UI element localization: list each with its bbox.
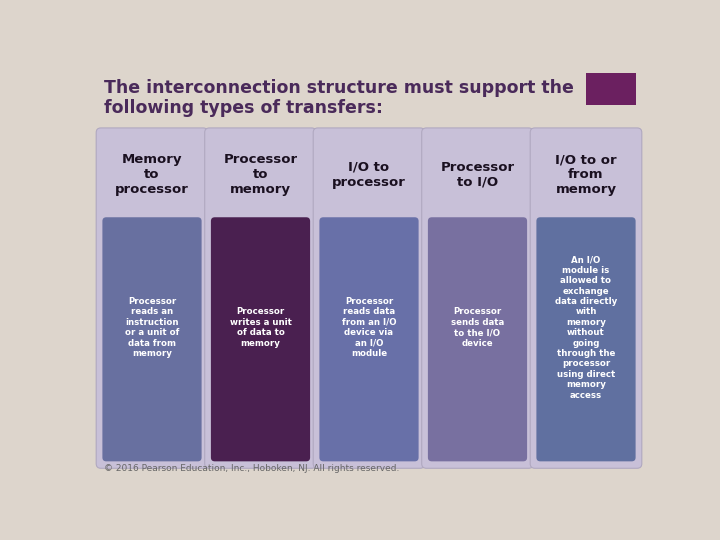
FancyBboxPatch shape (211, 217, 310, 461)
Text: Processor
reads an
instruction
or a unit of
data from
memory: Processor reads an instruction or a unit… (125, 297, 179, 358)
Text: Processor
to I/O: Processor to I/O (441, 161, 515, 189)
Text: The interconnection structure must support the
following types of transfers:: The interconnection structure must suppo… (104, 79, 574, 118)
FancyBboxPatch shape (204, 128, 316, 468)
Text: I/O to
processor: I/O to processor (332, 161, 406, 189)
Text: © 2016 Pearson Education, Inc., Hoboken, NJ. All rights reserved.: © 2016 Pearson Education, Inc., Hoboken,… (104, 464, 400, 473)
Text: Processor
reads data
from an I/O
device via
an I/O
module: Processor reads data from an I/O device … (342, 297, 396, 358)
Text: Processor
sends data
to the I/O
device: Processor sends data to the I/O device (451, 307, 504, 348)
Text: Memory
to
processor: Memory to processor (115, 153, 189, 197)
FancyBboxPatch shape (422, 128, 534, 468)
Text: Processor
to
memory: Processor to memory (223, 153, 297, 197)
FancyBboxPatch shape (96, 128, 208, 468)
FancyBboxPatch shape (536, 217, 636, 461)
FancyBboxPatch shape (586, 72, 636, 105)
FancyBboxPatch shape (313, 128, 425, 468)
Text: I/O to or
from
memory: I/O to or from memory (555, 153, 617, 197)
FancyBboxPatch shape (102, 217, 202, 461)
FancyBboxPatch shape (530, 128, 642, 468)
FancyBboxPatch shape (320, 217, 418, 461)
Text: Processor
writes a unit
of data to
memory: Processor writes a unit of data to memor… (230, 307, 292, 348)
FancyBboxPatch shape (428, 217, 527, 461)
Text: An I/O
module is
allowed to
exchange
data directly
with
memory
without
going
thr: An I/O module is allowed to exchange dat… (555, 255, 617, 400)
